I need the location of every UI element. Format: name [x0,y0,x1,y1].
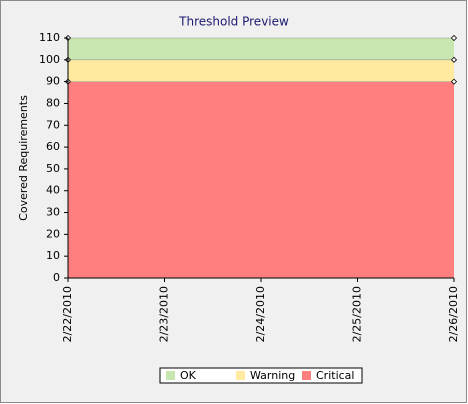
legend-swatch [236,371,245,380]
marker [450,78,458,85]
legend-label: OK [180,369,197,382]
y-tick-label: 10 [46,249,60,262]
legend-swatch [302,371,311,380]
y-tick-label: 80 [46,96,60,109]
legend-label: Warning [250,369,295,382]
marker [450,34,458,42]
y-tick-label: 20 [46,227,60,240]
legend-label: Critical [316,369,354,382]
y-tick-label: 40 [46,184,60,197]
y-axis-label: Covered Requirements [17,95,30,221]
y-tick-label: 110 [39,31,60,44]
chart-title: Threshold Preview [178,15,289,29]
marker [450,56,458,63]
area [68,38,454,60]
area [68,81,454,279]
x-tick-label: 2/24/2010 [254,286,267,342]
x-tick-label: 2/26/2010 [447,286,460,342]
area [68,59,454,82]
x-tick-label: 2/23/2010 [158,286,171,342]
y-tick-label: 100 [39,53,60,66]
y-tick-label: 30 [46,206,60,219]
y-tick-label: 60 [46,140,60,153]
y-tick-label: 0 [53,271,60,284]
y-tick-label: 90 [46,75,60,88]
y-tick-label: 70 [46,118,60,131]
x-tick-label: 2/25/2010 [351,286,364,342]
x-tick-label: 2/22/2010 [61,286,74,342]
y-tick-label: 50 [46,162,60,175]
legend-swatch [166,371,175,380]
legend [159,367,363,384]
